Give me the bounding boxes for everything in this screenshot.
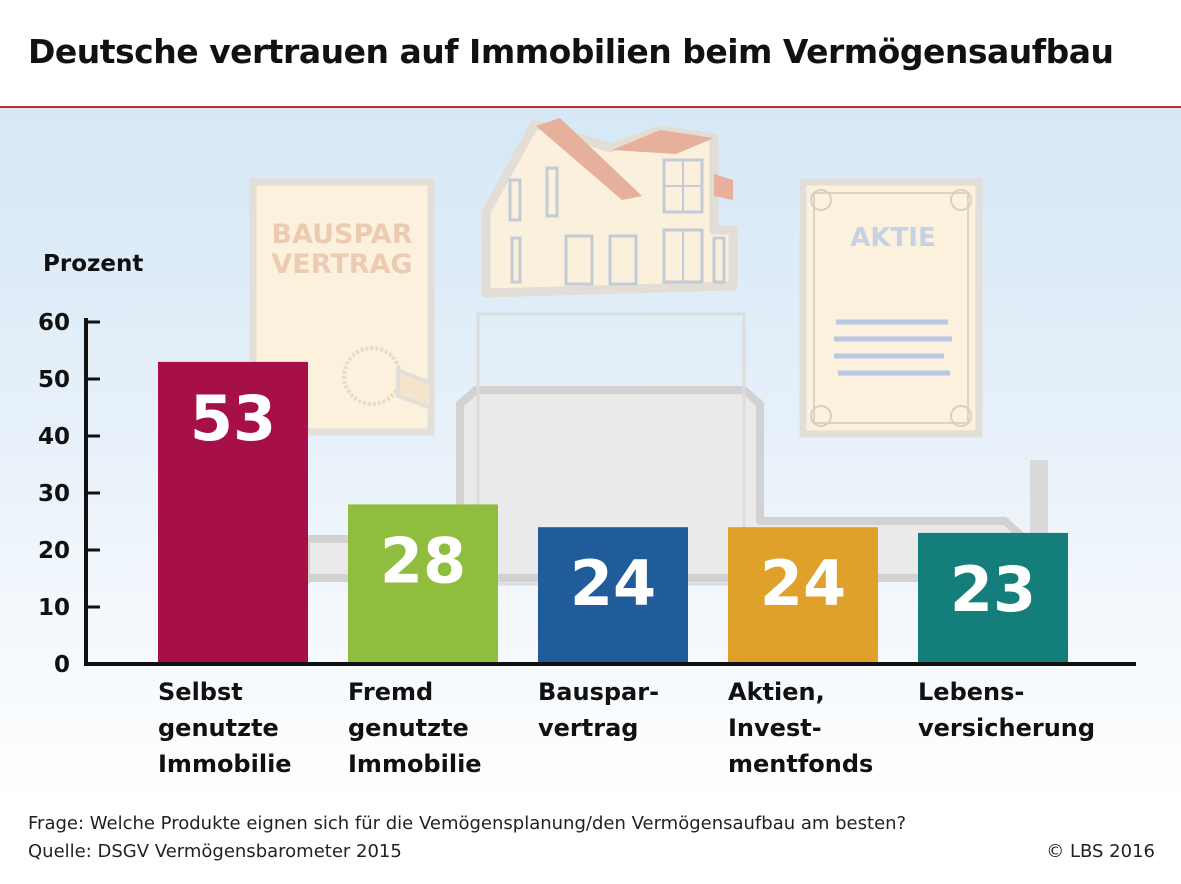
data-label: 23 <box>950 553 1036 626</box>
category-label: vertrag <box>538 714 638 742</box>
bar <box>158 361 308 664</box>
y-tick-label: 50 <box>38 367 70 393</box>
data-label: 53 <box>190 382 276 455</box>
house-illustration <box>481 118 738 298</box>
source-text: Quelle: DSGV Vermögensbarometer 2015 <box>28 841 402 862</box>
question-text: Frage: Welche Produkte eignen sich für d… <box>28 813 907 834</box>
category-label: mentfonds <box>728 750 873 778</box>
category-label: genutzte <box>158 714 279 742</box>
chart-footer: Frage: Welche Produkte eignen sich für d… <box>0 803 1181 884</box>
category-label: versicherung <box>918 714 1095 742</box>
y-tick-label: 60 <box>38 310 70 336</box>
category-label: Immobilie <box>348 750 482 778</box>
copyright-text: © LBS 2016 <box>1046 841 1155 862</box>
chart-layer: Prozent 0 10 20 30 40 50 60 53 Selbst genutzte Imm… <box>38 251 1136 778</box>
bar <box>728 527 878 664</box>
bar <box>538 527 688 664</box>
bauspar-label-line2: VERTRAG <box>271 249 412 280</box>
category-label: Selbst <box>158 678 243 706</box>
category-label: Bauspar- <box>538 678 659 706</box>
bar-chart: BAUSPAR VERTRAG AKTIE <box>38 118 1136 778</box>
category-label: Lebens- <box>918 678 1024 706</box>
chart-header: Deutsche vertrauen auf Immobilien beim V… <box>0 0 1181 108</box>
y-tick-label: 40 <box>38 424 70 450</box>
y-tick-label: 0 <box>54 652 70 678</box>
data-label: 28 <box>380 524 466 597</box>
chart-panel: BAUSPAR VERTRAG AKTIE <box>0 108 1181 803</box>
data-label: 24 <box>570 547 656 620</box>
aktie-label: AKTIE <box>850 223 935 253</box>
data-label: 24 <box>760 547 846 620</box>
bar <box>918 532 1068 664</box>
category-label: Immobilie <box>158 750 292 778</box>
category-label: Invest- <box>728 714 822 742</box>
category-label: Fremd <box>348 678 433 706</box>
category-label: genutzte <box>348 714 469 742</box>
bar <box>348 504 498 664</box>
y-tick-label: 10 <box>38 595 70 621</box>
y-tick-label: 30 <box>38 481 70 507</box>
aktie-certificate-illustration: AKTIE <box>799 178 983 438</box>
bauspar-label-line1: BAUSPAR <box>271 219 412 250</box>
y-axis-label: Prozent <box>43 251 143 277</box>
category-label: Aktien, <box>728 678 825 706</box>
chart-title: Deutsche vertrauen auf Immobilien beim V… <box>28 32 1114 71</box>
y-tick-label: 20 <box>38 538 70 564</box>
